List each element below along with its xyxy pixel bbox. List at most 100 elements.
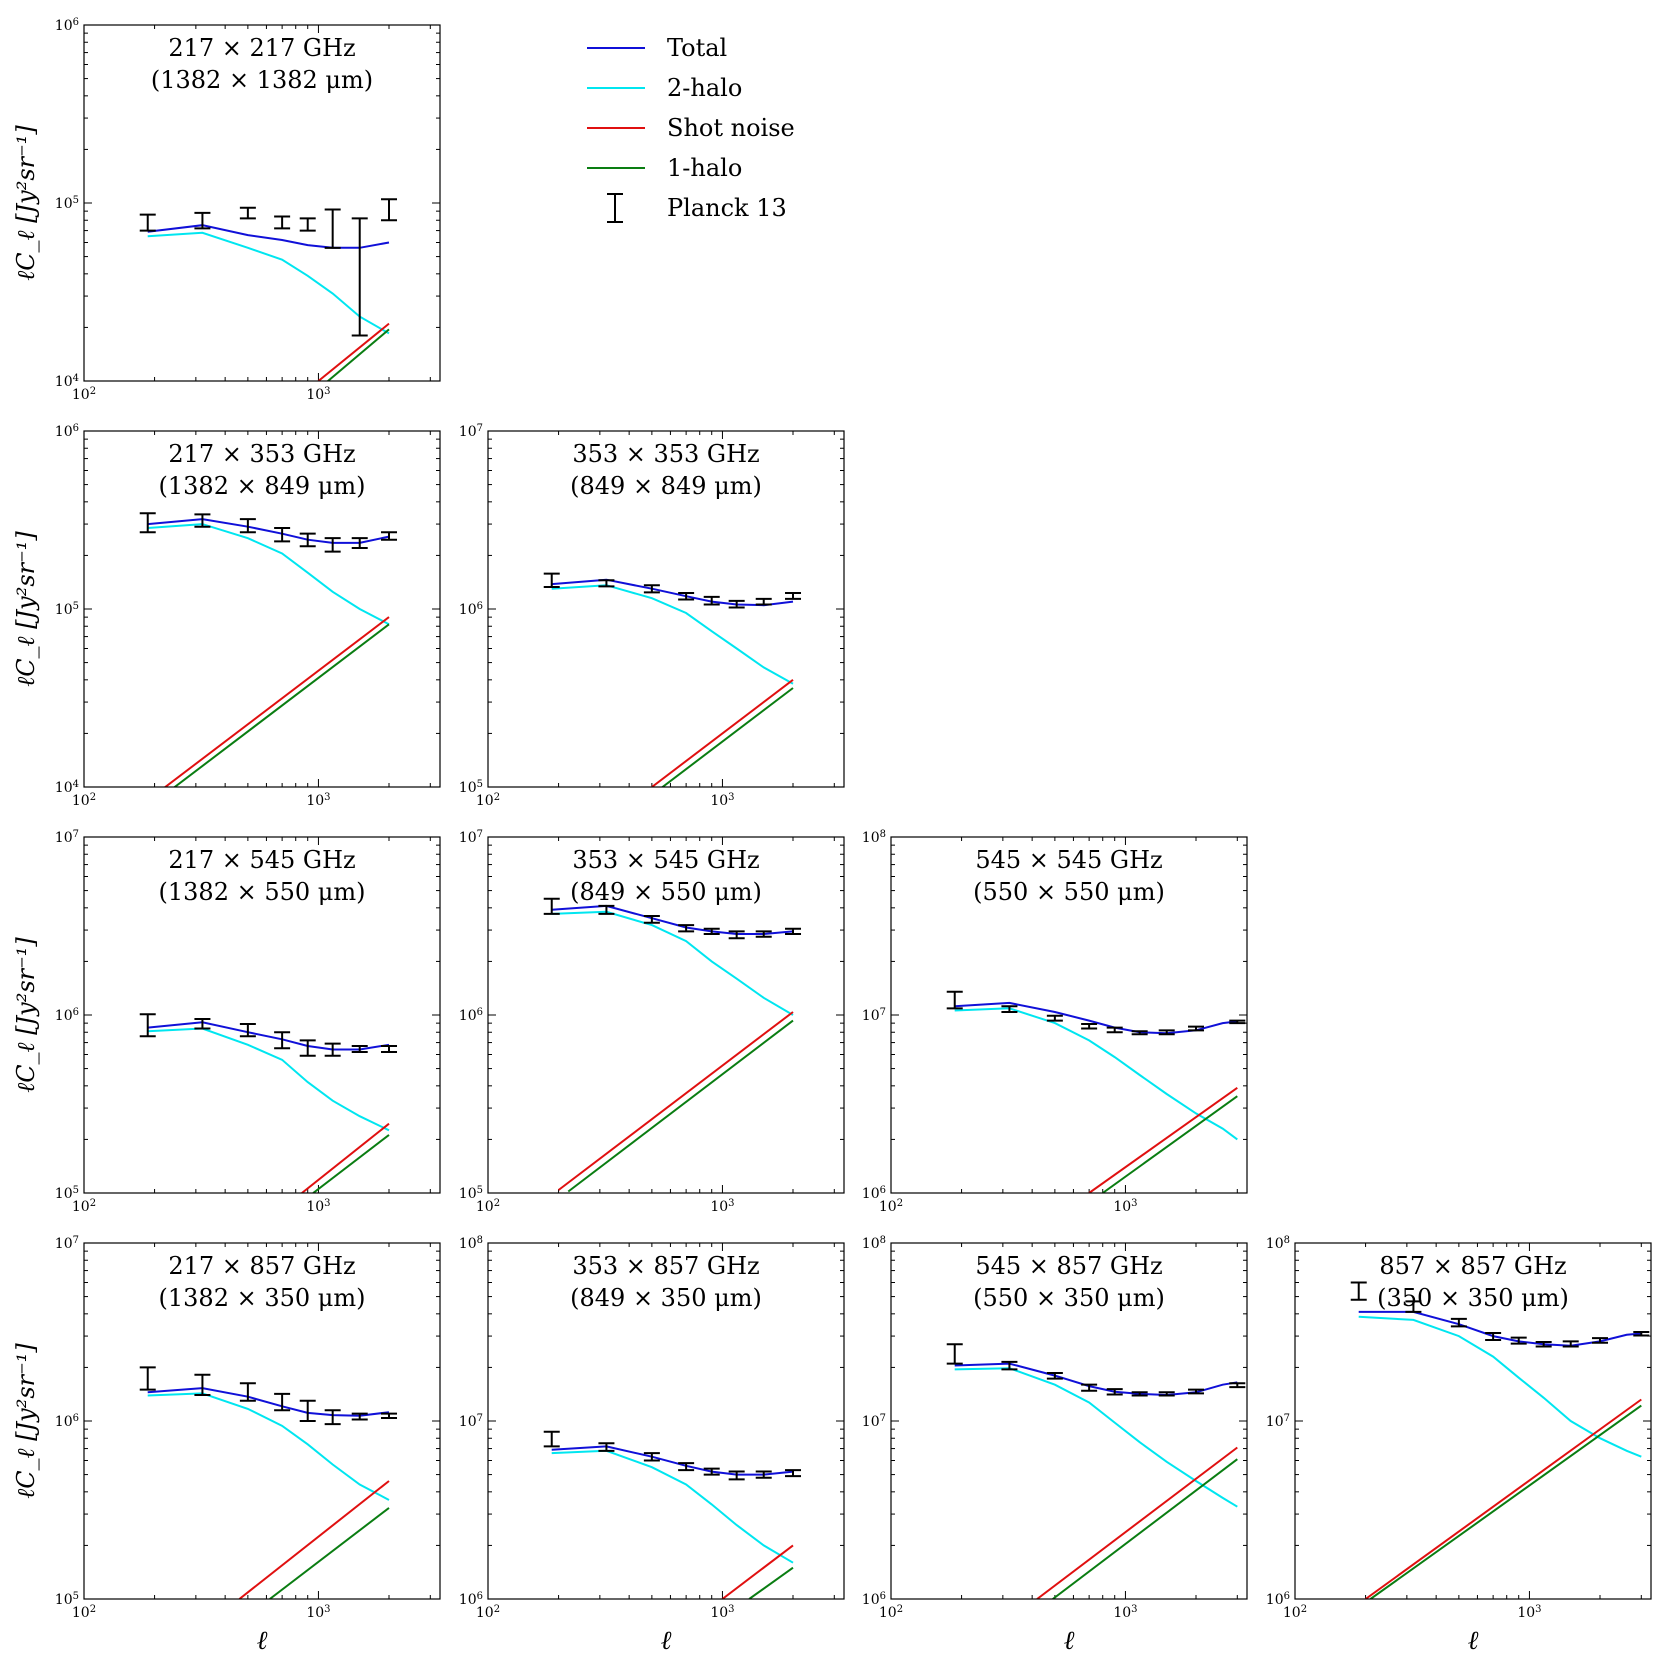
panel-frame xyxy=(83,430,441,788)
curves xyxy=(954,1001,1238,1193)
x-tick-label: 103 xyxy=(306,386,330,404)
x-axis-label: ℓ xyxy=(661,1626,672,1656)
curves xyxy=(147,1387,390,1599)
one-halo-line xyxy=(567,1019,794,1193)
x-tick-label: 102 xyxy=(72,1604,96,1622)
y-tick-label: 105 xyxy=(55,1185,79,1203)
x-axis-label: ℓ xyxy=(1468,1626,1479,1656)
y-tick-label: 105 xyxy=(55,601,79,619)
panel-title: 857 × 857 GHz xyxy=(1379,1252,1566,1280)
shot-noise-line xyxy=(651,679,794,787)
panel-frame xyxy=(83,24,441,382)
two-halo-line xyxy=(551,1449,794,1564)
panel-217x545: 102 103 105 106 107 217 × 545 GHz (1382 × 550 … xyxy=(12,829,441,1216)
x-tick-label: 103 xyxy=(710,1198,734,1216)
shot-noise-line xyxy=(1365,1398,1642,1599)
y-tick-label: 107 xyxy=(459,423,483,441)
x-tick-label: 102 xyxy=(72,1198,96,1216)
two-halo-line xyxy=(147,231,390,335)
curves xyxy=(954,1362,1238,1599)
panel-frame xyxy=(83,836,441,1194)
panel-title: 217 × 857 GHz xyxy=(168,1252,355,1280)
x-tick-label: 102 xyxy=(879,1198,903,1216)
panel-subtitle: (550 × 550 μm) xyxy=(973,878,1165,906)
panel-857x857: 102 103 106 107 108 857 × 857 GHz (350 × 350 μ… xyxy=(1266,1235,1652,1656)
y-tick-label: 106 xyxy=(55,17,79,35)
y-tick-label: 105 xyxy=(459,779,483,797)
y-tick-label: 106 xyxy=(55,1413,79,1431)
panel-545x545: 102 103 106 107 108 545 × 545 GHz (550 × 550 μ… xyxy=(862,829,1248,1216)
panel-subtitle: (849 × 849 μm) xyxy=(570,472,762,500)
planck-points xyxy=(946,1343,1246,1397)
legend-label: Shot noise xyxy=(667,114,795,142)
x-tick-label: 103 xyxy=(306,792,330,810)
curves xyxy=(147,518,390,787)
x-tick-label: 102 xyxy=(72,792,96,810)
total-line xyxy=(551,904,794,935)
x-tick-label: 102 xyxy=(879,1604,903,1622)
two-halo-line xyxy=(147,1027,390,1132)
panel-subtitle: (1382 × 350 μm) xyxy=(159,1284,366,1312)
panel-title: 545 × 857 GHz xyxy=(975,1252,1162,1280)
shot-noise-line xyxy=(557,1011,794,1191)
y-tick-label: 105 xyxy=(55,195,79,213)
legend-label: Planck 13 xyxy=(667,194,787,222)
panel-subtitle: (1382 × 1382 μm) xyxy=(151,66,373,94)
curves xyxy=(551,578,794,787)
y-tick-label: 106 xyxy=(55,1007,79,1025)
shot-noise-line xyxy=(163,616,390,787)
two-halo-line xyxy=(551,910,794,1016)
x-tick-label: 103 xyxy=(306,1198,330,1216)
one-halo-line xyxy=(269,1507,390,1599)
y-tick-label: 107 xyxy=(862,1007,886,1025)
planck-points xyxy=(139,1366,398,1426)
panel-frame xyxy=(487,836,845,1194)
panel-frame xyxy=(890,1242,1248,1600)
shot-noise-line xyxy=(238,1480,390,1599)
total-line xyxy=(1358,1310,1642,1347)
planck-points xyxy=(139,512,398,553)
y-tick-label: 105 xyxy=(55,1591,79,1609)
shot-noise-line xyxy=(1036,1446,1238,1599)
panel-353x353: 102 103 105 106 107 353 × 353 GHz (849 × 849 μ… xyxy=(459,423,845,810)
y-tick-label: 108 xyxy=(862,829,886,847)
y-tick-label: 106 xyxy=(862,1591,886,1609)
panel-subtitle: (350 × 350 μm) xyxy=(1377,1284,1569,1312)
curves xyxy=(1358,1310,1642,1599)
x-tick-label: 103 xyxy=(710,792,734,810)
panel-353x545: 102 103 105 106 107 353 × 545 GHz (849 × 550 μ… xyxy=(459,829,845,1216)
y-axis-label: ℓC_ℓ [Jy²sr⁻¹] xyxy=(12,937,40,1093)
x-tick-label: 103 xyxy=(306,1604,330,1622)
panel-title: 217 × 217 GHz xyxy=(168,34,355,62)
total-line xyxy=(147,1387,390,1417)
y-tick-label: 107 xyxy=(1266,1413,1290,1431)
y-axis-label: ℓC_ℓ [Jy²sr⁻¹] xyxy=(12,531,40,687)
x-tick-label: 102 xyxy=(476,1198,500,1216)
one-halo-line xyxy=(748,1566,794,1599)
x-tick-label: 102 xyxy=(476,1604,500,1622)
legend-label: 2-halo xyxy=(667,74,742,102)
curves xyxy=(551,904,794,1193)
total-line xyxy=(954,1362,1238,1397)
total-line xyxy=(954,1001,1238,1035)
total-line xyxy=(551,578,794,607)
one-halo-line xyxy=(660,687,794,787)
y-tick-label: 107 xyxy=(55,1235,79,1253)
panel-frame xyxy=(487,1242,845,1600)
panel-subtitle: (849 × 350 μm) xyxy=(570,1284,762,1312)
two-halo-line xyxy=(954,1367,1238,1508)
one-halo-line xyxy=(1102,1095,1238,1193)
panel-217x857: 102 103 105 106 107 217 × 857 GHz (1382 × 350 … xyxy=(12,1235,441,1656)
shot-noise-line xyxy=(1088,1086,1238,1193)
shot-noise-line xyxy=(721,1544,794,1599)
y-tick-label: 104 xyxy=(55,779,79,797)
panel-217x353: 102 103 104 105 106 217 × 353 GHz (1382 × 849 … xyxy=(12,423,441,810)
panel-545x857: 102 103 106 107 108 545 × 857 GHz (550 × 350 μ… xyxy=(862,1235,1248,1656)
y-tick-label: 105 xyxy=(459,1185,483,1203)
y-tick-label: 106 xyxy=(459,601,483,619)
shot-noise-line xyxy=(301,1122,390,1193)
curves xyxy=(551,1445,794,1599)
y-tick-label: 106 xyxy=(459,1591,483,1609)
x-tick-label: 102 xyxy=(72,386,96,404)
